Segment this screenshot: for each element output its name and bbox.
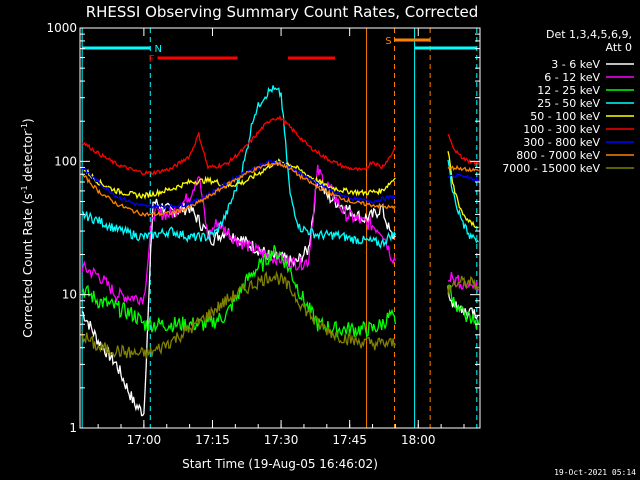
plot-area: NF S <box>81 28 480 428</box>
flag-label-s: S <box>385 36 391 47</box>
series-line-25-50-kev <box>81 85 396 249</box>
x-axis-label: Start Time (19-Aug-05 16:46:02) <box>182 457 378 471</box>
series-line-6-12-kev <box>81 164 397 306</box>
series-line-after-gap-25-50-kev <box>447 159 479 244</box>
y-axis-ticks: 1 10 100 1000 <box>46 21 480 435</box>
legend-label-12-25-kev: 12 - 25 keV <box>537 84 600 97</box>
legend-label-800-7000-kev: 800 - 7000 keV <box>516 149 600 162</box>
x-tick-label-0: 17:00 <box>127 433 162 447</box>
legend-header-line-1: Det 1,3,4,5,6,9, <box>546 28 632 41</box>
series-line-7000-15000-kev <box>81 270 396 359</box>
y-tick-label-0: 1 <box>69 421 77 435</box>
series-line-after-gap-50-100-kev <box>447 151 479 229</box>
flag-bars: NF S <box>82 36 477 65</box>
series-line-after-gap-300-800-kev <box>447 173 480 183</box>
y-tick-label-1: 10 <box>62 288 77 302</box>
plot-frame <box>79 27 481 429</box>
legend-label-3-6-kev: 3 - 6 keV <box>551 58 600 71</box>
series-line-300-800-kev <box>81 159 396 210</box>
legend-label-6-12-kev: 6 - 12 keV <box>544 71 600 84</box>
x-tick-label-1: 17:15 <box>195 433 230 447</box>
legend-label-300-800-kev: 300 - 800 keV <box>523 136 600 149</box>
flag-label-n: N <box>155 44 162 55</box>
chart-title: RHESSI Observing Summary Count Rates, Co… <box>86 3 479 21</box>
legend-label-25-50-kev: 25 - 50 keV <box>537 97 600 110</box>
x-axis-ticks: 17:00 17:15 17:30 17:45 18:00 <box>97 28 465 447</box>
series-line-after-gap-7000-15000-kev <box>447 275 480 295</box>
series-line-800-7000-kev <box>81 160 396 218</box>
x-tick-label-3: 17:45 <box>332 433 367 447</box>
series-line-100-300-kev <box>81 114 397 176</box>
y-tick-label-3: 1000 <box>46 21 77 35</box>
y-axis-label-main: Corrected Count Rate (s <box>21 193 35 337</box>
series-line-12-25-kev <box>81 244 397 338</box>
y-axis-label: Corrected Count Rate (s-1 detector-1) <box>20 118 35 337</box>
y-axis-label-end: ) <box>21 118 35 123</box>
flag-label-f: F <box>149 54 155 65</box>
series-line-50-100-kev <box>81 158 396 200</box>
series-line-after-gap-12-25-kev <box>447 284 480 329</box>
y-axis-label-sup1: -1 <box>20 185 29 193</box>
y-axis-label-sup2: -1 <box>20 123 29 131</box>
y-axis-label-mid: detector <box>21 131 35 186</box>
series-line-after-gap-6-12-kev <box>447 271 480 294</box>
series-layer <box>81 85 480 417</box>
x-tick-label-4: 18:00 <box>401 433 436 447</box>
legend-label-7000-15000-kev: 7000 - 15000 keV <box>502 162 600 175</box>
y-tick-label-2: 100 <box>54 154 77 168</box>
legend-header-line-2: Att 0 <box>606 41 632 54</box>
series-line-after-gap-800-7000-kev <box>447 164 480 173</box>
x-tick-label-2: 17:30 <box>264 433 299 447</box>
generation-timestamp: 19-Oct-2021 05:14 <box>554 468 636 477</box>
legend-label-50-100-kev: 50 - 100 keV <box>530 110 600 123</box>
legend-label-100-300-kev: 100 - 300 keV <box>523 123 600 136</box>
